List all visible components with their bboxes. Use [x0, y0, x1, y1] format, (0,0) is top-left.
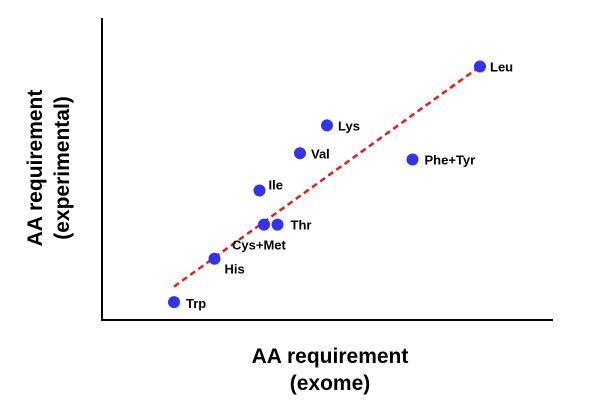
data-point-phe-tyr: [406, 153, 419, 166]
x-axis-title-line2: (exome): [290, 372, 371, 395]
data-point-leu: [474, 60, 486, 73]
data-label-ile: Ile: [269, 178, 283, 193]
data-label-thr: Thr: [291, 218, 312, 233]
data-label-val: Val: [311, 146, 330, 161]
data-point-lys: [321, 119, 333, 132]
x-axis-title-line1: AA requirement: [252, 345, 409, 368]
data-label-cys-met: Cys+Met: [232, 238, 286, 253]
data-label-lys: Lys: [338, 118, 360, 133]
data-point-his: [208, 252, 221, 265]
y-axis-title-line2: (experimental): [51, 96, 74, 240]
data-point-ile: [253, 184, 266, 197]
trendline: [173, 65, 481, 288]
data-point-trp: [168, 296, 180, 309]
data-label-his: His: [225, 262, 245, 277]
data-point-cys-met: [258, 218, 270, 231]
data-label-leu: Leu: [490, 60, 513, 75]
data-label-trp: Trp: [186, 296, 206, 311]
points-layer: Leu Lys Val Phe+Tyr Ile Thr Cys+Met His Trp: [168, 60, 513, 311]
data-point-thr: [271, 218, 284, 231]
y-axis-title-line1: AA requirement: [24, 90, 47, 247]
data-point-val: [294, 147, 306, 160]
data-label-phe-tyr: Phe+Tyr: [425, 153, 476, 168]
